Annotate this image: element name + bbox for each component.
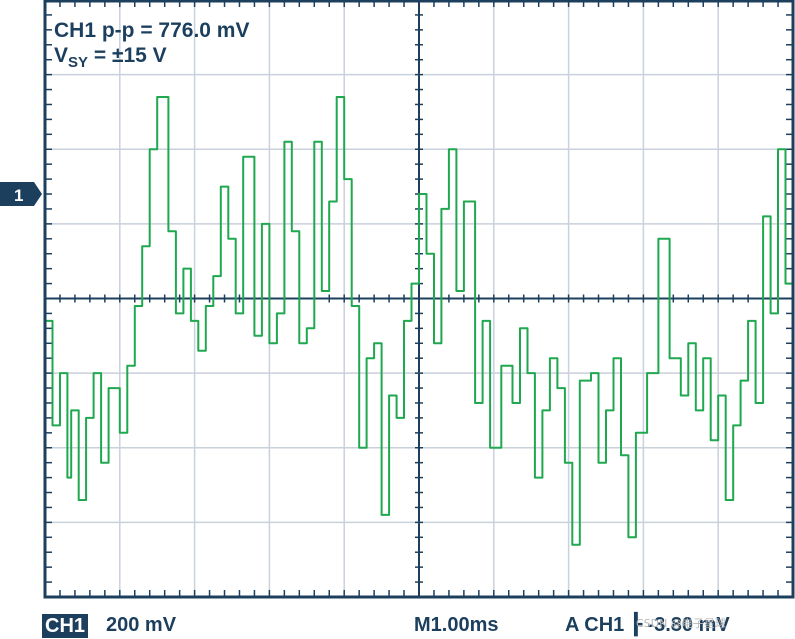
trigger-setting: A CH1 ┠ -3.80 mV [565, 614, 730, 636]
measurement-pp: CH1 p-p = 776.0 mV [54, 19, 250, 42]
ch1-marker-arrow [0, 182, 42, 206]
ch1-ground-marker: 1 [0, 182, 42, 206]
timebase: M1.00ms [414, 614, 499, 636]
watermark: CSDN @电子星球 [636, 617, 726, 630]
vertical-scale: 200 mV [106, 614, 177, 636]
ch1-waveform-trace [45, 96, 794, 546]
ch1-marker-label: 1 [14, 186, 23, 205]
ch1-badge: CH1 [42, 614, 89, 638]
supply-voltage: VSY = ±15 V [54, 44, 167, 71]
screen-frame [43, 0, 795, 599]
